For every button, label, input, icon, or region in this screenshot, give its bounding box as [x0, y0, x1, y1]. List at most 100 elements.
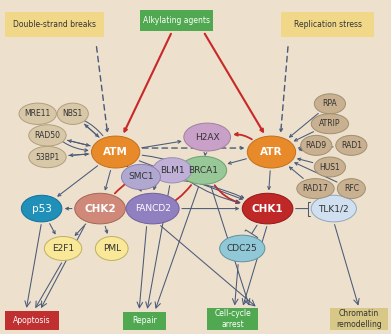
FancyArrowPatch shape	[290, 167, 303, 178]
Text: p53: p53	[32, 204, 52, 213]
Text: TLK1/2: TLK1/2	[319, 204, 349, 213]
FancyArrowPatch shape	[298, 158, 313, 163]
FancyArrowPatch shape	[182, 207, 238, 210]
Text: NBS1: NBS1	[63, 109, 83, 118]
FancyBboxPatch shape	[124, 312, 166, 330]
Ellipse shape	[184, 123, 231, 151]
Ellipse shape	[220, 235, 265, 262]
FancyArrowPatch shape	[294, 132, 314, 141]
FancyArrowPatch shape	[66, 207, 72, 210]
Ellipse shape	[29, 125, 66, 146]
Ellipse shape	[311, 195, 357, 222]
Text: 53BP1: 53BP1	[35, 153, 59, 162]
FancyArrowPatch shape	[127, 169, 141, 191]
FancyArrowPatch shape	[153, 182, 158, 189]
Ellipse shape	[337, 179, 365, 199]
FancyArrowPatch shape	[70, 154, 89, 157]
FancyArrowPatch shape	[298, 146, 302, 149]
FancyArrowPatch shape	[130, 185, 191, 214]
FancyBboxPatch shape	[330, 308, 387, 330]
FancyBboxPatch shape	[5, 311, 59, 330]
Ellipse shape	[242, 193, 293, 224]
Text: Cell-cycle
arrest: Cell-cycle arrest	[214, 310, 251, 329]
FancyBboxPatch shape	[5, 12, 104, 37]
Text: RAD1: RAD1	[341, 141, 362, 150]
FancyArrowPatch shape	[245, 225, 258, 238]
FancyArrowPatch shape	[58, 166, 98, 196]
Text: RPA: RPA	[323, 99, 337, 108]
FancyArrowPatch shape	[142, 155, 179, 163]
Ellipse shape	[91, 136, 140, 168]
FancyArrowPatch shape	[139, 161, 242, 199]
Text: H2AX: H2AX	[195, 133, 219, 142]
FancyArrowPatch shape	[296, 202, 310, 215]
Text: FANCD2: FANCD2	[135, 204, 170, 213]
Ellipse shape	[180, 156, 227, 184]
FancyArrowPatch shape	[97, 47, 108, 132]
Text: RAD50: RAD50	[34, 131, 61, 140]
Ellipse shape	[248, 136, 296, 168]
Text: Apoptosis: Apoptosis	[13, 316, 51, 325]
FancyArrowPatch shape	[205, 34, 263, 132]
Text: BRCA1: BRCA1	[188, 166, 218, 175]
FancyArrowPatch shape	[300, 147, 333, 151]
Text: SMC1: SMC1	[128, 172, 154, 181]
Ellipse shape	[297, 179, 334, 199]
Text: PML: PML	[103, 244, 121, 253]
Ellipse shape	[44, 236, 82, 261]
Ellipse shape	[19, 103, 56, 125]
FancyArrowPatch shape	[295, 163, 337, 182]
FancyArrowPatch shape	[47, 126, 88, 152]
FancyArrowPatch shape	[105, 170, 111, 190]
FancyArrowPatch shape	[163, 179, 244, 198]
Ellipse shape	[152, 158, 192, 183]
FancyArrowPatch shape	[290, 114, 318, 137]
FancyArrowPatch shape	[115, 167, 175, 193]
FancyArrowPatch shape	[142, 141, 181, 148]
FancyArrowPatch shape	[60, 114, 103, 136]
Text: RFC: RFC	[344, 184, 359, 193]
Text: CHK2: CHK2	[84, 204, 116, 213]
FancyArrowPatch shape	[85, 125, 99, 137]
Text: MRE11: MRE11	[25, 109, 51, 118]
Text: CDC25: CDC25	[227, 244, 258, 253]
Text: HUS1: HUS1	[319, 163, 340, 171]
Ellipse shape	[314, 157, 346, 177]
FancyBboxPatch shape	[207, 308, 258, 330]
Ellipse shape	[311, 114, 349, 134]
FancyArrowPatch shape	[75, 224, 86, 235]
Text: Repair: Repair	[133, 316, 157, 325]
Text: RAD9: RAD9	[306, 141, 327, 150]
Text: E2F1: E2F1	[52, 244, 74, 253]
FancyArrowPatch shape	[228, 159, 246, 164]
Text: Chromatin
remodelling: Chromatin remodelling	[336, 310, 382, 329]
FancyArrowPatch shape	[204, 152, 207, 155]
FancyArrowPatch shape	[84, 124, 98, 137]
Ellipse shape	[336, 135, 367, 155]
FancyBboxPatch shape	[140, 10, 213, 31]
Ellipse shape	[126, 193, 179, 224]
FancyArrowPatch shape	[215, 185, 239, 203]
Text: CHK1: CHK1	[252, 204, 283, 213]
FancyArrowPatch shape	[280, 47, 288, 131]
Text: Replication stress: Replication stress	[294, 20, 362, 29]
FancyBboxPatch shape	[281, 12, 374, 37]
Text: Alkylating agents: Alkylating agents	[143, 16, 210, 25]
FancyArrowPatch shape	[125, 164, 128, 167]
Text: ATR: ATR	[260, 147, 283, 157]
Text: BLM1: BLM1	[160, 166, 185, 175]
Text: RAD17: RAD17	[303, 184, 328, 193]
Ellipse shape	[57, 103, 88, 125]
Ellipse shape	[301, 135, 332, 155]
FancyArrowPatch shape	[188, 181, 240, 203]
Text: ATRIP: ATRIP	[319, 119, 341, 128]
FancyArrowPatch shape	[50, 223, 55, 234]
FancyArrowPatch shape	[68, 140, 90, 146]
FancyArrowPatch shape	[105, 226, 108, 233]
Ellipse shape	[314, 94, 346, 114]
Text: ATM: ATM	[103, 147, 128, 157]
FancyArrowPatch shape	[268, 171, 271, 189]
Ellipse shape	[95, 236, 128, 261]
Ellipse shape	[75, 193, 126, 224]
Ellipse shape	[29, 146, 66, 168]
